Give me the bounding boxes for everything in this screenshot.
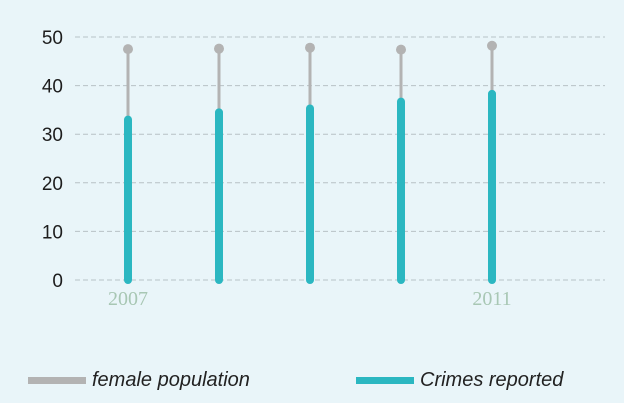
y-tick-label: 20 [42, 174, 63, 195]
data-marks [123, 40, 497, 284]
female-population-point [396, 44, 406, 55]
y-tick-label: 10 [42, 222, 63, 243]
x-tick-label: 2007 [108, 288, 148, 310]
legend-item-crimes-reported: Crimes reported [356, 369, 563, 392]
legend-swatch-female-population [28, 377, 86, 384]
female-population-point [214, 43, 224, 54]
female-population-point [487, 40, 497, 51]
legend: female population Crimes reported [0, 369, 624, 395]
female-population-point [305, 42, 315, 53]
x-axis-ticks: 2007 2011 [108, 288, 512, 310]
x-tick-label: 2011 [472, 288, 511, 310]
legend-label-female-population: female population [92, 369, 250, 391]
legend-swatch-crimes-reported [356, 377, 414, 384]
gridlines [75, 36, 605, 281]
y-tick-label: 30 [42, 125, 63, 146]
legend-item-female-population: female population [28, 369, 250, 392]
y-axis-ticks: 0 10 20 30 40 50 [42, 28, 63, 292]
female-population-point [123, 44, 133, 55]
legend-label-crimes-reported: Crimes reported [420, 369, 564, 391]
y-tick-label: 40 [42, 77, 63, 98]
y-tick-label: 0 [52, 271, 63, 292]
y-tick-label: 50 [42, 28, 63, 49]
